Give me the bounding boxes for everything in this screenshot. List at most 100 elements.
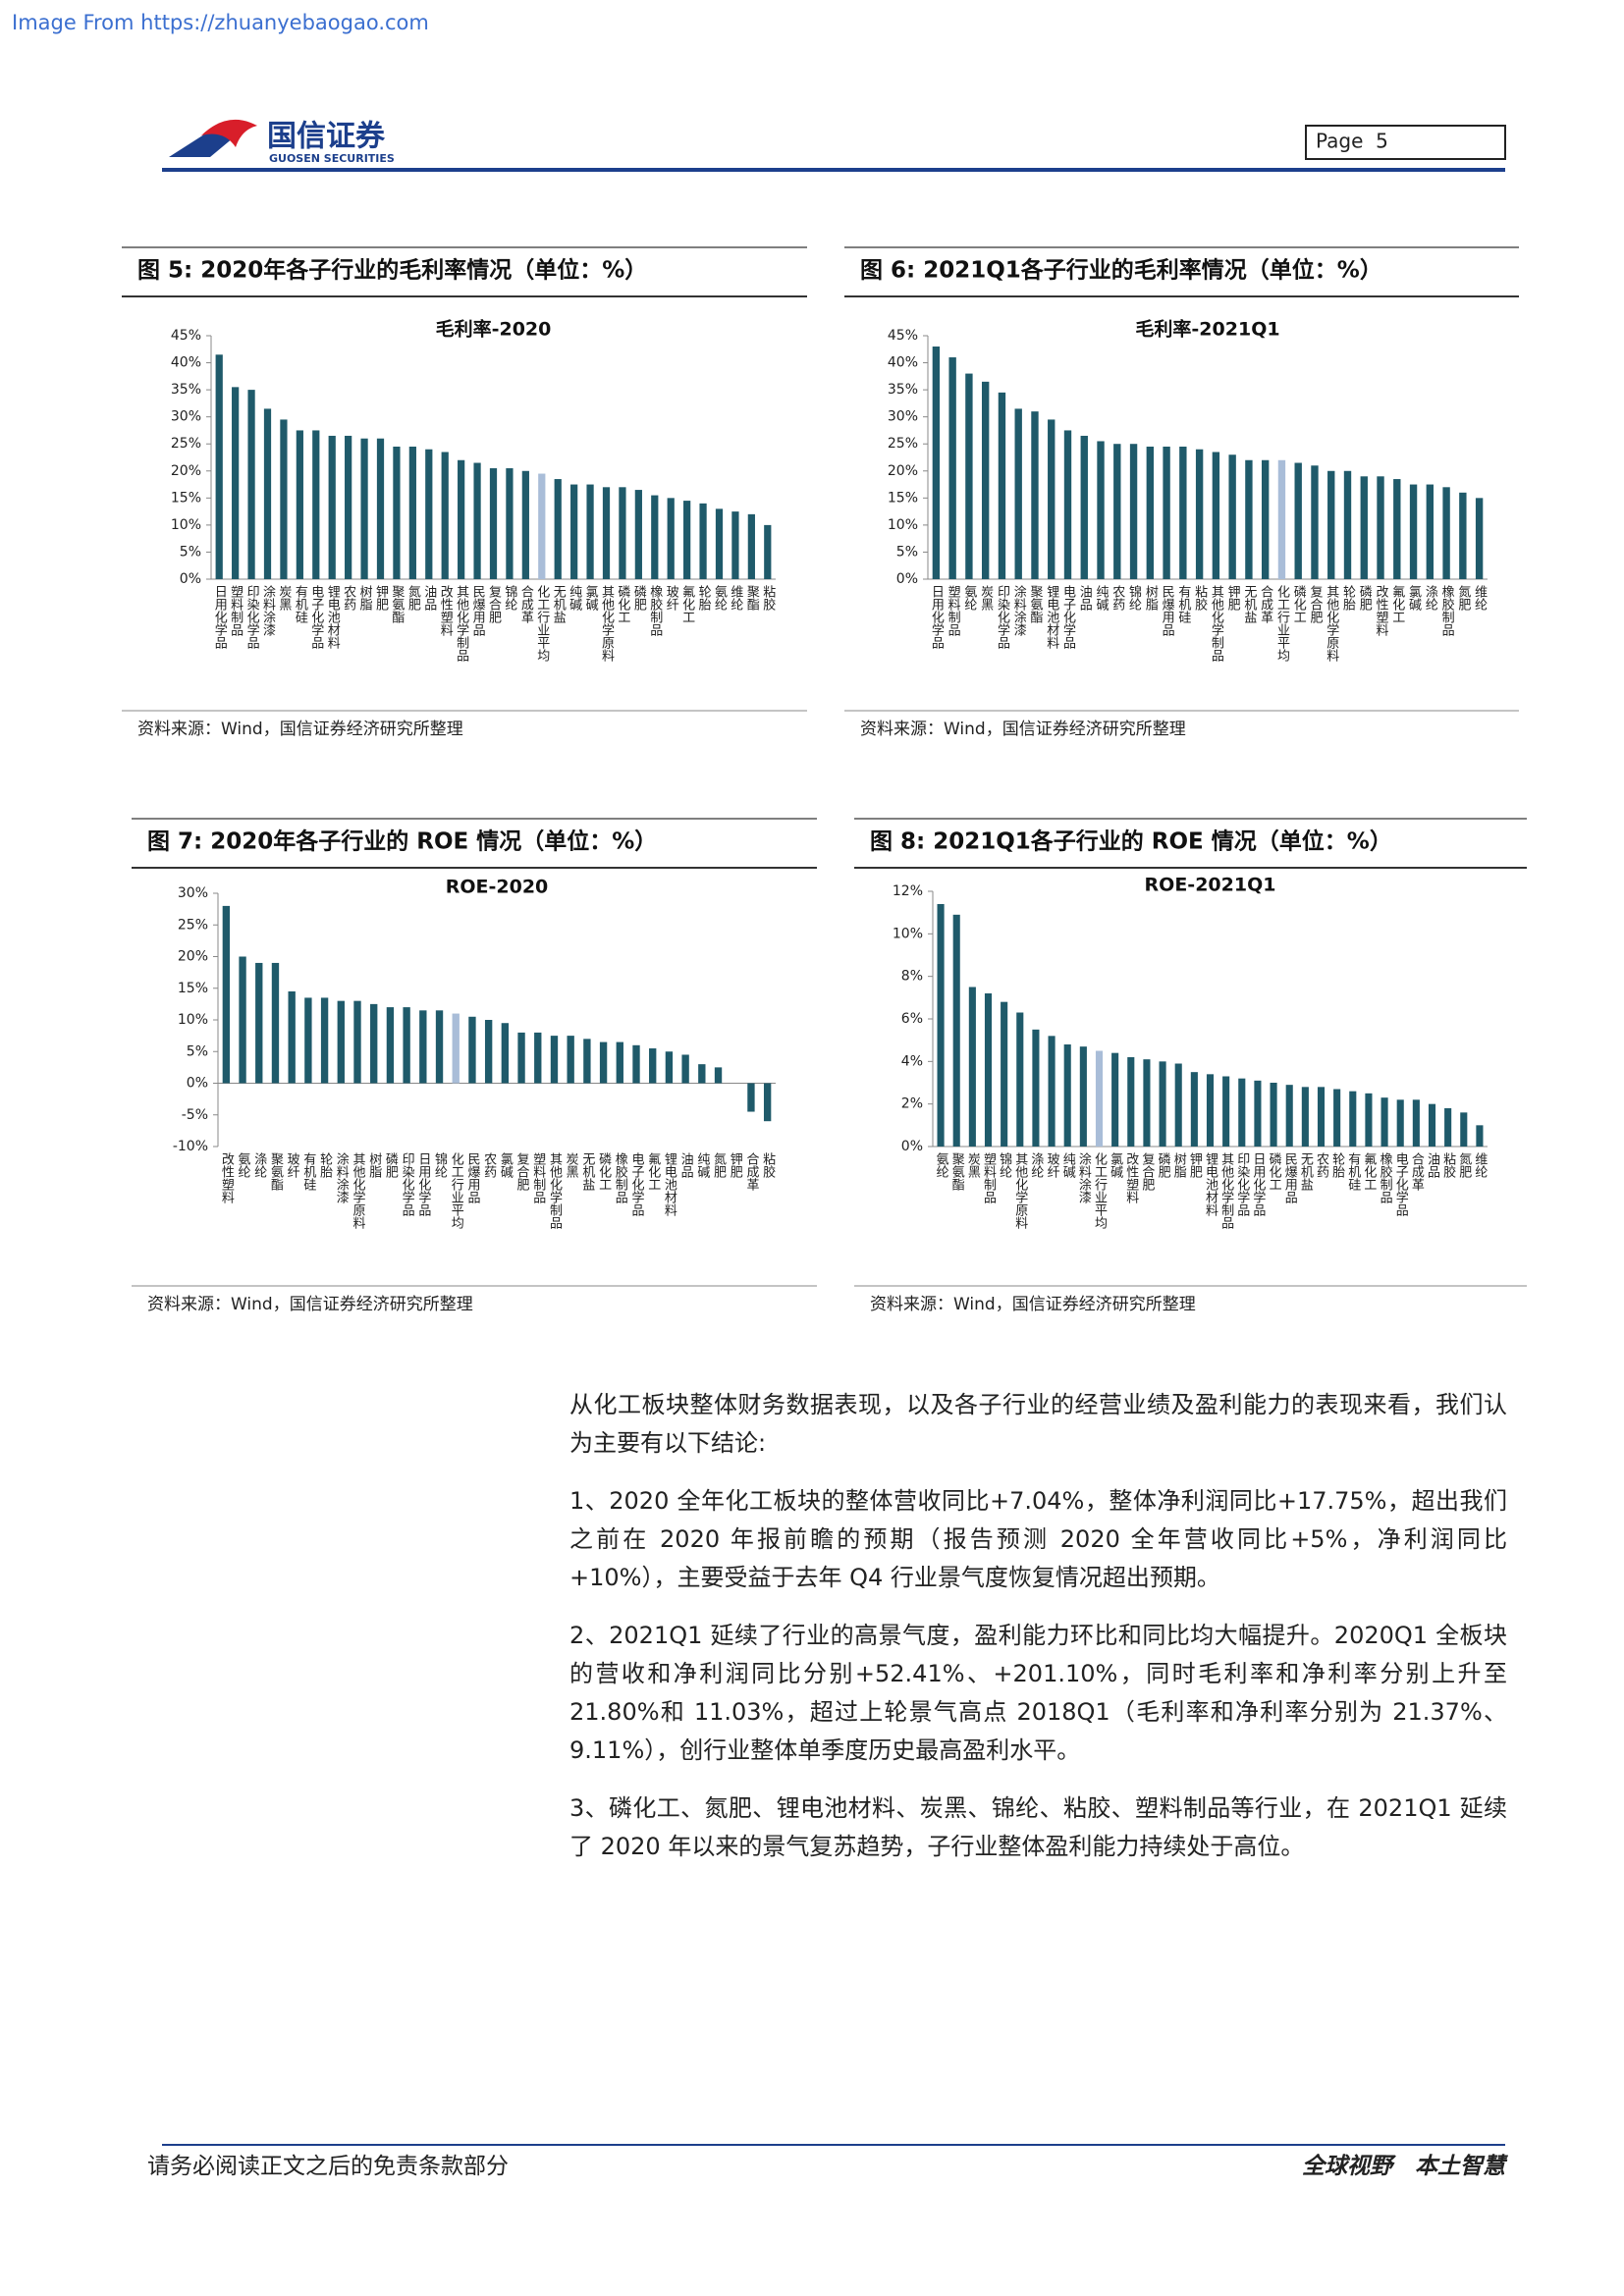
y-tick-label: 20% (888, 463, 918, 479)
x-tick-label: 其他化学制品 (1209, 585, 1224, 662)
bar (280, 419, 288, 579)
bar (1222, 1076, 1230, 1147)
bar (1301, 1087, 1309, 1147)
x-tick-label: 聚酯 (744, 585, 760, 611)
chart-title: 毛利率-2020 (436, 318, 552, 341)
source: 资料来源：Wind，国信证券经济研究所整理 (137, 720, 463, 739)
bar (263, 408, 272, 579)
x-tick-label: 纯碱 (567, 585, 582, 611)
bar (649, 1048, 657, 1084)
figure-title: 2021Q1各子行业的毛利率情况（单位：%） (923, 257, 1382, 284)
x-tick-label: 无机盐 (1298, 1152, 1314, 1191)
header-rule (162, 168, 1505, 172)
x-tick-label: 橡胶制品 (1378, 1152, 1393, 1203)
bar (386, 1007, 395, 1084)
x-tick-label: 民爆用品 (1160, 585, 1175, 636)
bar (632, 1044, 640, 1084)
bar (1016, 1012, 1024, 1147)
bar (1270, 1083, 1277, 1147)
bar (952, 914, 960, 1147)
logo-text: 国信证券 (267, 120, 386, 154)
x-tick-label: 轮胎 (1340, 585, 1356, 612)
bar (337, 1000, 345, 1084)
bar (1396, 1099, 1404, 1147)
bar (968, 987, 976, 1147)
source: 资料来源：Wind，国信证券经济研究所整理 (870, 1295, 1196, 1314)
x-tick-label: 氯碱 (1108, 1152, 1123, 1178)
y-tick-label: -5% (182, 1107, 208, 1123)
figure-label: 图 7: (147, 829, 202, 855)
x-tick-label: 纯碱 (694, 1152, 710, 1178)
x-tick-label: 其他化学原料 (1324, 585, 1339, 662)
bar (763, 1083, 772, 1122)
bar (698, 1064, 706, 1084)
y-tick-label: 0% (901, 1139, 923, 1154)
x-tick-label: 涂料涂漆 (1076, 1151, 1092, 1203)
bar (667, 498, 675, 579)
x-tick-label: 其他化学原料 (1012, 1152, 1028, 1229)
page-box (1305, 125, 1506, 160)
bar (1442, 487, 1450, 579)
y-tick-label: 5% (180, 544, 201, 560)
source: 资料来源：Wind，国信证券经济研究所整理 (860, 720, 1186, 739)
bar (1195, 449, 1204, 579)
x-tick-label: 氮肥 (711, 1152, 727, 1179)
x-tick-label: 树脂 (1143, 585, 1159, 611)
bar (320, 997, 329, 1084)
bar (1277, 459, 1286, 579)
bar (255, 962, 263, 1084)
bar (506, 468, 514, 579)
figure-label: 图 8: (870, 829, 925, 855)
y-tick-label: 45% (888, 328, 918, 344)
x-tick-label: 炭黑 (978, 585, 994, 612)
y-tick-label: 10% (893, 926, 923, 941)
x-tick-label: 氟化工 (645, 1152, 661, 1191)
x-tick-label: 轮胎 (317, 1152, 333, 1179)
x-tick-label: 氟化工 (679, 585, 695, 623)
x-tick-label: 塑料制品 (981, 1152, 997, 1203)
x-tick-label: 无机盐 (551, 585, 567, 623)
x-tick-label: 涂料涂漆 (1011, 584, 1027, 636)
bar (1459, 492, 1467, 579)
bar (984, 993, 993, 1147)
bar (1261, 459, 1270, 579)
bar (1245, 459, 1253, 579)
bar (1317, 1087, 1326, 1147)
x-tick-label: 锂电池材料 (325, 585, 341, 649)
y-tick-label: 25% (888, 436, 918, 452)
x-tick-label: 玻纤 (285, 1152, 300, 1178)
y-tick-label: 0% (180, 571, 201, 587)
paragraph: 从化工板块整体财务数据表现，以及各子行业的经营业绩及盈利能力的表现来看，我们认为… (569, 1391, 1507, 1457)
x-tick-label: 钾肥 (728, 1152, 743, 1179)
x-tick-label: 氟化工 (1389, 585, 1405, 623)
bar (764, 524, 772, 579)
x-tick-label: 合成革 (1258, 585, 1273, 623)
bar (538, 473, 546, 579)
y-tick-label: 12% (893, 883, 923, 899)
y-tick-label: 30% (171, 409, 201, 425)
x-tick-label: 农药 (481, 1152, 497, 1178)
x-tick-label: 无机盐 (579, 1152, 595, 1191)
x-tick-label: 合成革 (518, 585, 534, 623)
bar (715, 508, 724, 579)
bar (1163, 446, 1170, 579)
x-tick-label: 锦纶 (432, 1152, 448, 1178)
x-tick-label: 农药 (1110, 585, 1125, 611)
x-tick-label: 磷肥 (1156, 1152, 1171, 1179)
bar (583, 1039, 591, 1084)
paragraph: 3、磷化工、氮肥、锂电池材料、炭黑、锦纶、粘胶、塑料制品等行业，在 2021Q1… (569, 1794, 1507, 1860)
bar (567, 1036, 574, 1084)
x-tick-label: 复合肥 (486, 585, 502, 624)
disclaimer: 请务必阅读正文之后的免责条款部分 (147, 2154, 509, 2179)
y-tick-label: 0% (896, 571, 918, 587)
x-tick-label: 农药 (1314, 1152, 1329, 1178)
bar (1412, 1099, 1420, 1147)
x-tick-label: 钾肥 (373, 585, 389, 612)
x-tick-label: 化工行业平均 (1274, 585, 1290, 662)
y-tick-label: -10% (173, 1139, 208, 1154)
bar (215, 354, 223, 579)
bar (683, 501, 691, 579)
x-tick-label: 日用化学品 (1250, 1152, 1266, 1216)
bar (484, 1020, 493, 1084)
